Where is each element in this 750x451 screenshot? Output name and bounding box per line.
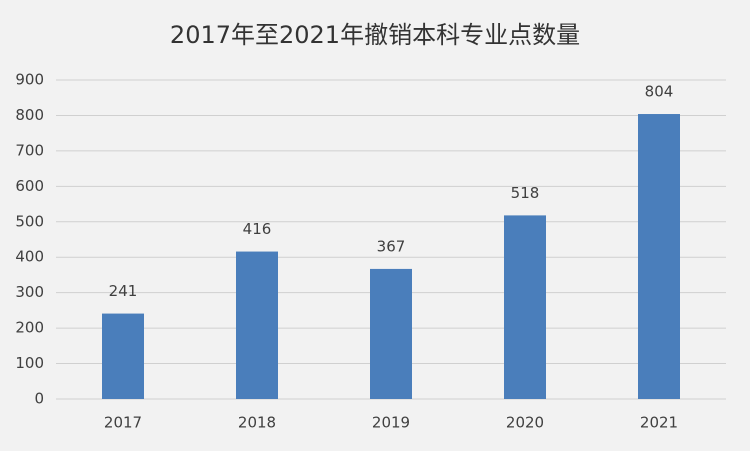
y-tick-label: 800: [15, 106, 44, 124]
y-tick-label: 100: [15, 354, 44, 372]
x-tick-label: 2017: [104, 414, 142, 432]
bar: [370, 268, 412, 399]
data-label: 241: [109, 282, 138, 300]
y-tick-label: 900: [15, 71, 44, 89]
chart-title: 2017年至2021年撤销本科专业点数量: [170, 21, 580, 49]
y-tick-label: 700: [15, 141, 44, 159]
y-tick-label: 300: [15, 283, 44, 301]
y-tick-label: 500: [15, 212, 44, 230]
bar: [236, 251, 278, 399]
x-tick-label: 2019: [372, 414, 410, 432]
y-tick-label: 0: [34, 390, 44, 408]
y-tick-label: 600: [15, 177, 44, 195]
x-tick-label: 2018: [238, 414, 276, 432]
y-tick-label: 200: [15, 319, 44, 337]
y-tick-label: 400: [15, 248, 44, 266]
data-label: 804: [645, 83, 674, 101]
bar: [102, 313, 144, 399]
data-label: 518: [511, 184, 540, 202]
bar: [638, 114, 680, 399]
bar: [504, 215, 546, 399]
x-tick-label: 2020: [506, 414, 544, 432]
data-label: 367: [377, 237, 406, 255]
data-label: 416: [243, 220, 272, 238]
x-tick-label: 2021: [640, 414, 678, 432]
